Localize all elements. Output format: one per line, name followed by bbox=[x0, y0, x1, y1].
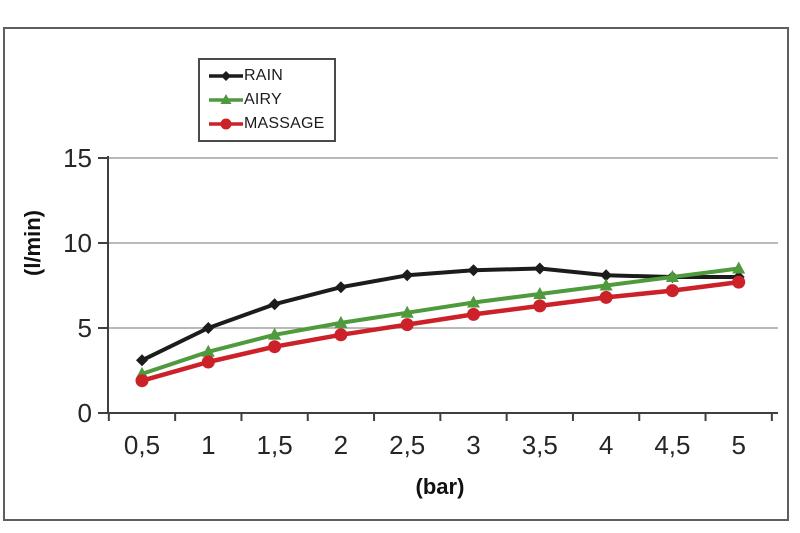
marker-rain-2 bbox=[268, 298, 281, 311]
x-tick-label-5: 3 bbox=[466, 430, 481, 460]
x-tick-label-8: 4,5 bbox=[654, 430, 691, 460]
y-tick-label-0: 0 bbox=[77, 398, 92, 428]
y-tick-label-5: 5 bbox=[77, 313, 92, 343]
marker-airy-6 bbox=[533, 287, 547, 299]
marker-rain-4 bbox=[401, 269, 414, 282]
legend-label-rain: RAIN bbox=[244, 67, 284, 84]
marker-massage-5 bbox=[467, 307, 480, 321]
x-axis-title: (bar) bbox=[415, 474, 465, 499]
marker-rain-5 bbox=[467, 264, 480, 277]
x-tick-label-4: 2,5 bbox=[389, 430, 426, 460]
series-massage bbox=[135, 275, 746, 388]
y-tick-label-10: 10 bbox=[63, 228, 92, 258]
y-tick-label-15: 15 bbox=[63, 143, 92, 173]
marker-rain-6 bbox=[533, 262, 546, 275]
legend-marker-rain bbox=[221, 71, 231, 81]
marker-massage-7 bbox=[599, 290, 613, 304]
x-tick-label-3: 2 bbox=[333, 430, 349, 460]
marker-massage-9 bbox=[732, 275, 746, 289]
legend-diamond-icon bbox=[209, 71, 243, 81]
marker-massage-3 bbox=[334, 328, 348, 342]
marker-massage-6 bbox=[533, 299, 547, 313]
legend-label-airy: AIRY bbox=[244, 91, 282, 108]
marker-massage-0 bbox=[135, 374, 149, 388]
legend-item-massage: MASSAGE bbox=[208, 113, 325, 135]
x-tick-label-0: 0,5 bbox=[123, 430, 161, 460]
x-tick-label-2: 1,5 bbox=[256, 430, 293, 460]
marker-airy-8 bbox=[665, 270, 679, 282]
legend-item-rain: RAIN bbox=[208, 65, 325, 87]
marker-airy-1 bbox=[201, 344, 215, 357]
legend-circle-icon bbox=[209, 118, 243, 130]
marker-airy-2 bbox=[268, 327, 282, 340]
marker-massage-1 bbox=[201, 355, 215, 369]
legend-item-airy: AIRY bbox=[208, 89, 325, 111]
marker-airy-7 bbox=[599, 278, 613, 291]
marker-massage-8 bbox=[665, 284, 679, 298]
series-line-rain bbox=[140, 266, 741, 363]
x-tick-label-9: 5 bbox=[731, 430, 746, 460]
legend-marker-massage bbox=[220, 118, 232, 130]
series-airy bbox=[135, 261, 746, 379]
x-tick-label-1: 1 bbox=[201, 430, 216, 460]
series-line-massage bbox=[139, 279, 741, 383]
marker-airy-5 bbox=[467, 295, 480, 308]
marker-airy-9 bbox=[732, 261, 746, 274]
chart-frame bbox=[3, 27, 789, 521]
legend: RAIN AIRY MASSAGE bbox=[198, 58, 336, 142]
marker-airy-4 bbox=[400, 305, 414, 318]
series-line-airy bbox=[140, 266, 741, 376]
x-tick-label-7: 4 bbox=[598, 430, 614, 460]
marker-rain-3 bbox=[334, 281, 347, 294]
marker-rain-1 bbox=[202, 322, 215, 334]
x-tick-label-6: 3,5 bbox=[521, 430, 558, 460]
legend-label-massage: MASSAGE bbox=[244, 115, 325, 132]
marker-airy-3 bbox=[334, 315, 348, 328]
marker-massage-4 bbox=[400, 318, 414, 332]
marker-massage-2 bbox=[268, 340, 282, 354]
legend-marker-airy bbox=[220, 94, 232, 104]
marker-rain-0 bbox=[136, 354, 148, 367]
marker-rain-7 bbox=[600, 269, 613, 282]
legend-triangle-icon bbox=[209, 94, 243, 104]
